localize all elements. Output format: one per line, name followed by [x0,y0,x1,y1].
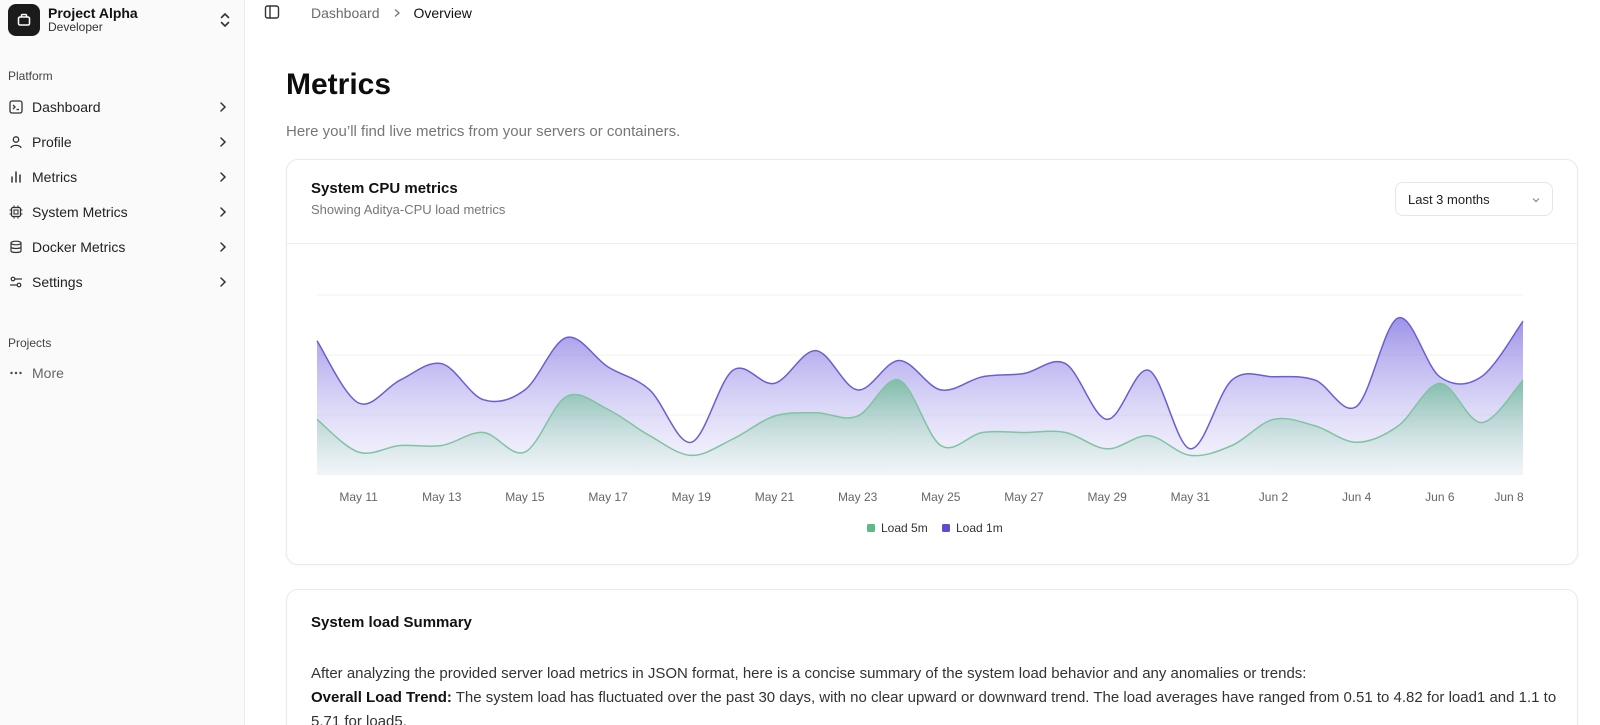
summary-trend: Overall Load Trend: The system load has … [311,686,1561,725]
summary-body: After analyzing the provided server load… [311,662,1561,725]
card-title: System CPU metrics [311,180,458,197]
sidebar-toggle-icon[interactable] [264,4,280,20]
sidebar-item-label: Settings [32,274,83,290]
sidebar-item-label: System Metrics [32,204,128,220]
project-role: Developer [48,20,103,35]
card-header: System CPU metrics Showing Aditya-CPU lo… [287,160,1577,244]
chevron-right-icon [220,242,227,252]
cpu-area-chart: May 11 May 13 May 15 May 17 May 19 May 21 May … [316,294,1524,535]
time-range-value: Last 3 months [1408,191,1490,207]
legend-label: Load 1m [956,521,1003,535]
project-logo [8,4,40,36]
cpu-metrics-card: System CPU metrics Showing Aditya-CPU lo… [286,159,1578,565]
user-icon [8,134,24,150]
terminal-square-icon [8,99,24,115]
chevron-right-icon [394,9,400,17]
breadcrumb-dashboard-link[interactable]: Dashboard [311,5,380,21]
x-tick-label: May 13 [422,490,462,504]
projects-group-label: Projects [8,336,52,350]
cpu-icon [8,204,24,220]
sliders-icon [8,274,24,290]
series-load-5m-line [316,379,1524,457]
x-tick-label: May 25 [921,490,961,504]
sidebar-item-label: Docker Metrics [32,239,126,255]
summary-title: System load Summary [311,614,472,631]
sidebar-item-more[interactable]: More [8,358,230,388]
x-tick-label: May 21 [755,490,795,504]
team-switcher[interactable]: Project Alpha Developer [8,2,232,38]
sidebar-item-dashboard[interactable]: Dashboard [8,92,230,122]
x-tick-label: May 31 [1171,490,1211,504]
legend-label: Load 5m [881,521,928,535]
sidebar-item-profile[interactable]: Profile [8,127,230,157]
x-tick-label: May 17 [588,490,628,504]
page-subtitle: Here you’ll find live metrics from your … [286,123,681,140]
legend-swatch [942,524,950,532]
sidebar: Project Alpha Developer Platform Dashboa… [0,0,245,725]
time-range-select[interactable]: Last 3 months [1395,182,1553,216]
sidebar-item-system-metrics[interactable]: System Metrics [8,197,230,227]
page-title: Metrics [286,68,392,101]
chevron-right-icon [220,172,227,182]
series-load-5m-area [317,379,1523,475]
x-tick-label: May 29 [1087,490,1127,504]
x-tick-label: Jun 2 [1259,490,1289,504]
chevron-down-icon [1532,198,1540,203]
sidebar-item-label: Dashboard [32,99,101,115]
summary-trend-label: Overall Load Trend: [311,689,452,706]
bar-chart-icon [8,169,24,185]
briefcase-icon [17,13,31,26]
x-tick-label: May 27 [1004,490,1044,504]
series-load-1m-line [316,317,1524,450]
x-tick-label: Jun 6 [1425,490,1455,504]
chevron-right-icon [220,137,227,147]
chevron-right-icon [220,207,227,217]
x-tick-label: Jun 8 [1494,490,1524,504]
more-horizontal-icon [8,365,24,381]
breadcrumb: Dashboard Overview [311,5,472,21]
x-tick-label: May 11 [339,490,378,504]
project-name: Project Alpha [48,5,138,22]
chevrons-up-down-icon[interactable] [218,11,232,29]
platform-group-label: Platform [8,69,53,83]
legend-swatch [867,524,875,532]
x-tick-label: May 15 [505,490,545,504]
sidebar-item-metrics[interactable]: Metrics [8,162,230,192]
x-tick-label: May 23 [838,490,878,504]
chevron-right-icon [220,102,227,112]
sidebar-item-settings[interactable]: Settings [8,267,230,297]
x-tick-label: May 19 [672,490,712,504]
chart-legend: Load 5m Load 1m [867,521,1003,535]
summary-card: System load Summary After analyzing the … [286,589,1578,725]
sidebar-item-docker-metrics[interactable]: Docker Metrics [8,232,230,262]
sidebar-item-label: Metrics [32,169,78,185]
sidebar-item-label: More [32,365,64,381]
summary-trend-text: The system load has fluctuated over the … [311,689,1557,725]
database-icon [8,239,24,255]
x-tick-label: Jun 4 [1342,490,1372,504]
breadcrumb-current: Overview [413,5,472,21]
chevron-right-icon [220,277,227,287]
summary-intro: After analyzing the provided server load… [311,665,1307,682]
sidebar-item-label: Profile [32,134,72,150]
card-description: Showing Aditya-CPU load metrics [311,202,506,217]
